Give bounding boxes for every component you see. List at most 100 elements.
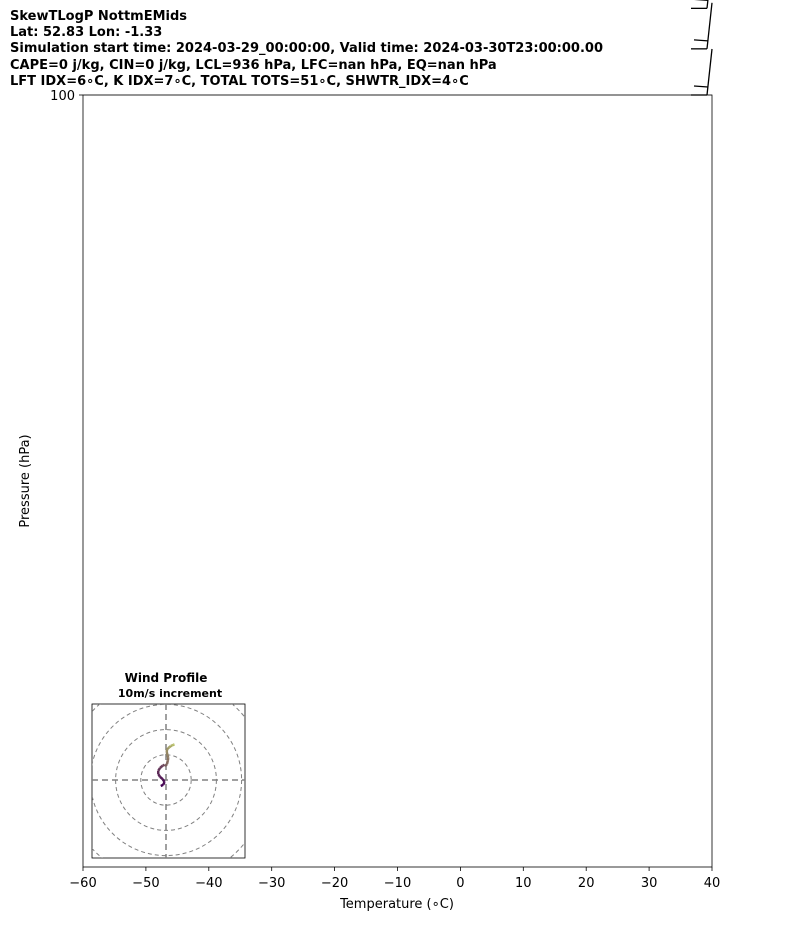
x-tick-label: −50 xyxy=(132,876,159,891)
dewpoint-profile-line xyxy=(0,0,463,95)
hodograph-ring xyxy=(92,704,243,857)
x-tick-label: 30 xyxy=(641,876,658,891)
indices-line: LFT IDX=6∘C, K IDX=7∘C, TOTAL TOTS=51∘C,… xyxy=(10,74,469,89)
dry-adiabat-line xyxy=(0,0,794,95)
hodograph-subtitle: 10m/s increment xyxy=(118,687,222,700)
dry-adiabat-line xyxy=(0,0,794,95)
location-line: Lat: 52.83 Lon: -1.33 xyxy=(10,25,163,40)
x-tick-label: −10 xyxy=(384,876,411,891)
isotherm-line xyxy=(0,0,335,95)
hodograph-title: Wind Profile xyxy=(125,671,208,685)
moist-adiabat-line xyxy=(0,0,565,95)
dry-adiabat-line xyxy=(0,0,289,95)
x-tick-label: −40 xyxy=(195,876,222,891)
dry-adiabat-line xyxy=(0,0,794,95)
isotherm-line xyxy=(0,0,398,95)
isotherm-line xyxy=(0,0,586,95)
hodograph-inset: Wind Profile 10m/s increment xyxy=(91,671,246,859)
x-tick-label: 40 xyxy=(704,876,721,891)
moist-adiabat-line xyxy=(0,0,350,95)
dry-adiabat-line xyxy=(0,0,794,95)
y-axis-ticks: 1000900800700600500400300200100 xyxy=(50,89,83,104)
dry-adiabat-line xyxy=(0,0,794,95)
sounding-profiles xyxy=(0,0,513,95)
cape-shading xyxy=(0,0,513,95)
temperature-profile-line xyxy=(0,0,513,95)
isotherm-line xyxy=(0,0,523,95)
hodograph-trace xyxy=(157,767,162,772)
moist-adiabat-line xyxy=(0,0,688,95)
moist-adiabat-line xyxy=(0,0,412,95)
moist-adiabat-line xyxy=(0,0,473,95)
moist-adiabat-line xyxy=(0,0,657,95)
dry-adiabat-line xyxy=(0,0,671,95)
wind-barb-staff xyxy=(706,48,713,96)
dry-adiabat-line xyxy=(0,0,794,95)
mixing-ratio-lines xyxy=(0,0,356,95)
isotherm-line xyxy=(0,0,146,95)
stability-line: CAPE=0 j/kg, CIN=0 j/kg, LCL=936 hPa, LF… xyxy=(10,58,497,73)
isotherm-line xyxy=(0,0,20,95)
hodograph-frame xyxy=(91,703,246,859)
dry-adiabat-line xyxy=(0,0,480,95)
dry-adiabat-line xyxy=(0,0,794,95)
parcel-profile-line xyxy=(0,0,474,95)
x-axis-label: Temperature (∘C) xyxy=(339,897,454,912)
hodograph-trace xyxy=(159,764,164,769)
hodograph-trace xyxy=(165,760,169,765)
y-axis-label: Pressure (hPa) xyxy=(18,434,33,527)
dry-adiabat-line xyxy=(0,0,794,95)
dry-adiabat-line xyxy=(0,0,794,95)
dry-adiabat-line xyxy=(0,0,353,95)
moist-adiabat-line xyxy=(0,0,719,95)
hodograph-trace xyxy=(171,743,174,747)
dry-adiabat-line xyxy=(0,0,794,95)
hodograph-trace xyxy=(162,781,166,786)
wind-barb xyxy=(691,48,713,96)
dry-adiabat-line xyxy=(0,0,794,95)
dry-adiabat-line xyxy=(0,0,607,95)
hodograph-trace xyxy=(160,783,164,788)
hodograph-trace xyxy=(168,745,172,749)
isotherm-line xyxy=(19,0,649,95)
dry-adiabat-line xyxy=(0,0,794,95)
mixing-ratio-line xyxy=(0,0,356,95)
hodograph-trace xyxy=(166,757,170,762)
hodograph-trace xyxy=(167,746,171,750)
title-line: SkewTLogP NottmEMids xyxy=(10,9,188,24)
isotherm-lines xyxy=(0,0,712,95)
moist-adiabat-lines xyxy=(0,0,719,95)
hodograph-trace xyxy=(166,747,170,751)
x-axis-ticks: −60 −50 −40 −30 −20 −10 0 10 20 30 40 xyxy=(69,867,720,891)
dry-adiabat-line xyxy=(0,0,794,95)
isotherm-line xyxy=(0,0,209,95)
x-tick-label: 20 xyxy=(578,876,595,891)
wind-barb xyxy=(691,0,709,9)
dry-adiabat-line xyxy=(0,0,543,95)
moist-adiabat-line xyxy=(0,0,443,95)
dry-adiabat-line xyxy=(0,0,794,95)
x-tick-label: 10 xyxy=(515,876,532,891)
wind-barb-staff xyxy=(706,2,713,49)
isotherm-line xyxy=(0,0,272,95)
dry-adiabat-line xyxy=(0,0,794,95)
dry-adiabat-line xyxy=(0,0,794,95)
isotherm-line xyxy=(0,0,460,95)
hodograph-trace xyxy=(166,754,170,759)
isotherm-line xyxy=(0,0,83,95)
dry-adiabat-line xyxy=(0,0,734,95)
isotherm-line xyxy=(82,0,712,95)
moist-adiabat-line xyxy=(0,0,381,95)
time-line: Simulation start time: 2024-03-29_00:00:… xyxy=(10,41,603,56)
wind-barb xyxy=(691,2,713,50)
hodograph-trace xyxy=(159,775,164,781)
moist-adiabat-line xyxy=(0,0,595,95)
dry-adiabat-line xyxy=(0,0,794,95)
x-tick-label: −30 xyxy=(258,876,285,891)
wind-barbs xyxy=(691,0,713,96)
dry-adiabat-line xyxy=(0,0,794,95)
x-tick-label: 0 xyxy=(456,876,464,891)
hodograph-trace xyxy=(165,751,169,756)
dry-adiabat-line xyxy=(0,0,416,95)
